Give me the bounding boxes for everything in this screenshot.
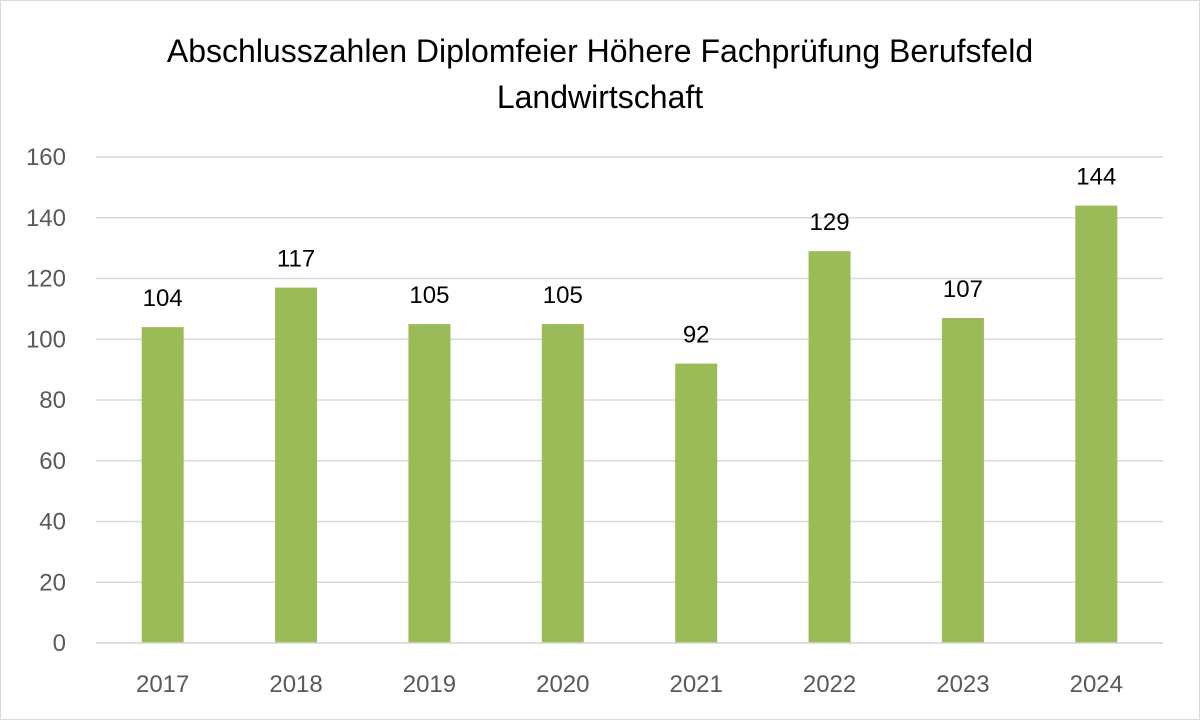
bar (275, 287, 318, 643)
y-tick-label: 80 (39, 387, 66, 414)
x-tick-label: 2018 (269, 671, 322, 698)
data-label: 117 (277, 246, 315, 273)
data-label: 144 (1076, 164, 1116, 191)
chart-title: Abschlusszahlen Diplomfeier Höhere Fachp… (0, 28, 1200, 120)
x-tick-label: 2023 (936, 671, 989, 698)
y-tick-label: 40 (39, 509, 66, 536)
bar (1075, 205, 1118, 643)
x-tick-label: 2017 (136, 671, 189, 698)
bar (808, 251, 851, 643)
x-tick-label: 2024 (1070, 671, 1123, 698)
data-label: 107 (943, 276, 983, 303)
data-label: 129 (810, 209, 850, 236)
y-tick-label: 0 (53, 630, 66, 657)
x-tick-label: 2022 (803, 671, 856, 698)
chart-title-line-1: Abschlusszahlen Diplomfeier Höhere Fachp… (166, 33, 1034, 69)
y-tick-label: 100 (26, 326, 66, 353)
y-tick-label: 160 (26, 144, 66, 171)
y-tick-label: 60 (39, 448, 66, 475)
chart-title-line-2: Landwirtschaft (496, 79, 704, 115)
y-tick-label: 20 (39, 569, 66, 596)
bar (408, 324, 451, 643)
data-label: 104 (143, 285, 183, 312)
bar (941, 317, 984, 643)
data-label: 92 (683, 322, 710, 349)
x-tick-label: 2021 (669, 671, 722, 698)
bar (141, 327, 184, 643)
x-tick-label: 2020 (536, 671, 589, 698)
bar (541, 324, 584, 643)
bar (675, 363, 718, 643)
data-label: 105 (543, 282, 583, 309)
x-tick-label: 2019 (403, 671, 456, 698)
y-tick-label: 120 (26, 266, 66, 293)
y-tick-label: 140 (26, 205, 66, 232)
data-label: 105 (409, 282, 449, 309)
